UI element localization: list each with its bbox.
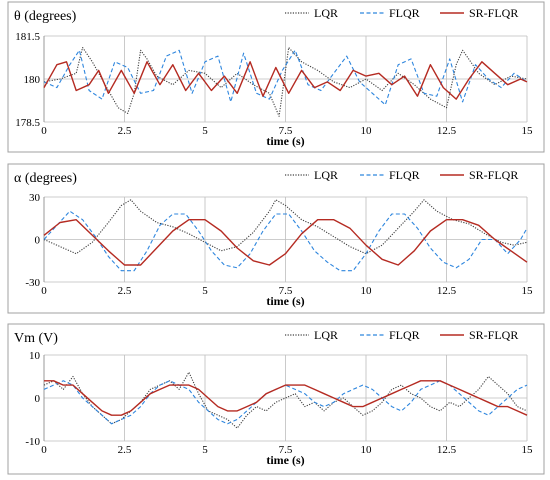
y-tick-label: 30	[29, 192, 41, 204]
y-tick-label: 181.5	[15, 31, 40, 43]
x-tick-label: 15	[522, 444, 534, 456]
y-tick-label: -30	[25, 277, 40, 289]
panel-frame	[7, 1, 545, 153]
panel-frame	[7, 163, 545, 314]
legend-label: LQR	[314, 6, 338, 20]
x-tick-label: 15	[522, 125, 534, 137]
x-tick-label: 5	[202, 125, 208, 137]
y-tick-label: 0	[35, 235, 41, 247]
legend-label: SR-FLQR	[469, 328, 518, 342]
x-tick-label: 2.5	[118, 285, 132, 297]
x-tick-label: 10	[361, 444, 373, 456]
x-tick-label: 7.5	[279, 125, 293, 137]
x-tick-label: 10	[361, 125, 373, 137]
series-line-flqr	[43, 49, 528, 106]
x-tick-label: 5	[202, 285, 208, 297]
legend-label: FLQR	[389, 6, 420, 20]
x-tick-label: 15	[522, 285, 534, 297]
series-line-sr-flqr	[43, 61, 528, 100]
x-tick-label: 0	[41, 444, 47, 456]
series-line-flqr	[43, 210, 528, 272]
chart-title: θ (degrees)	[14, 9, 77, 24]
y-tick-label: 0	[35, 393, 41, 405]
x-axis-title: time (s)	[266, 453, 304, 467]
series-line-flqr	[43, 380, 528, 425]
x-tick-label: 12.5	[437, 444, 457, 456]
x-tick-label: 7.5	[279, 285, 293, 297]
x-tick-label: 0	[41, 285, 47, 297]
x-tick-label: 2.5	[118, 444, 132, 456]
series-line-sr-flqr	[43, 218, 528, 266]
x-tick-label: 7.5	[279, 444, 293, 456]
legend-label: LQR	[314, 328, 338, 342]
legend-label: FLQR	[389, 168, 420, 182]
y-tick-label: 180	[24, 74, 41, 86]
series-line-lqr	[43, 46, 528, 117]
legend-label: SR-FLQR	[469, 6, 518, 20]
legend-label: SR-FLQR	[469, 168, 518, 182]
y-tick-label: 10	[29, 350, 41, 362]
series-line-sr-flqr	[44, 380, 528, 416]
x-tick-label: 10	[361, 285, 373, 297]
x-tick-label: 0	[41, 125, 47, 137]
x-tick-label: 5	[202, 444, 208, 456]
panel-frame	[7, 323, 545, 475]
y-tick-label: 178.5	[15, 117, 40, 129]
x-tick-label: 12.5	[437, 125, 457, 137]
x-tick-label: 2.5	[118, 125, 132, 137]
x-axis-title: time (s)	[266, 294, 304, 308]
x-axis-title: time (s)	[266, 134, 304, 148]
chart-title: Vm (V)	[14, 331, 58, 346]
y-tick-label: -10	[25, 436, 40, 448]
series-line-lqr	[43, 199, 528, 255]
chart-title: α (degrees)	[14, 171, 77, 186]
x-tick-label: 12.5	[437, 285, 457, 297]
chart-panel-1: 178.5 180 181.5 0 2.5 5 7.5 10 12.5 15 time (s) θ (…	[7, 1, 545, 153]
legend-label: FLQR	[389, 328, 420, 342]
legend-label: LQR	[314, 168, 338, 182]
